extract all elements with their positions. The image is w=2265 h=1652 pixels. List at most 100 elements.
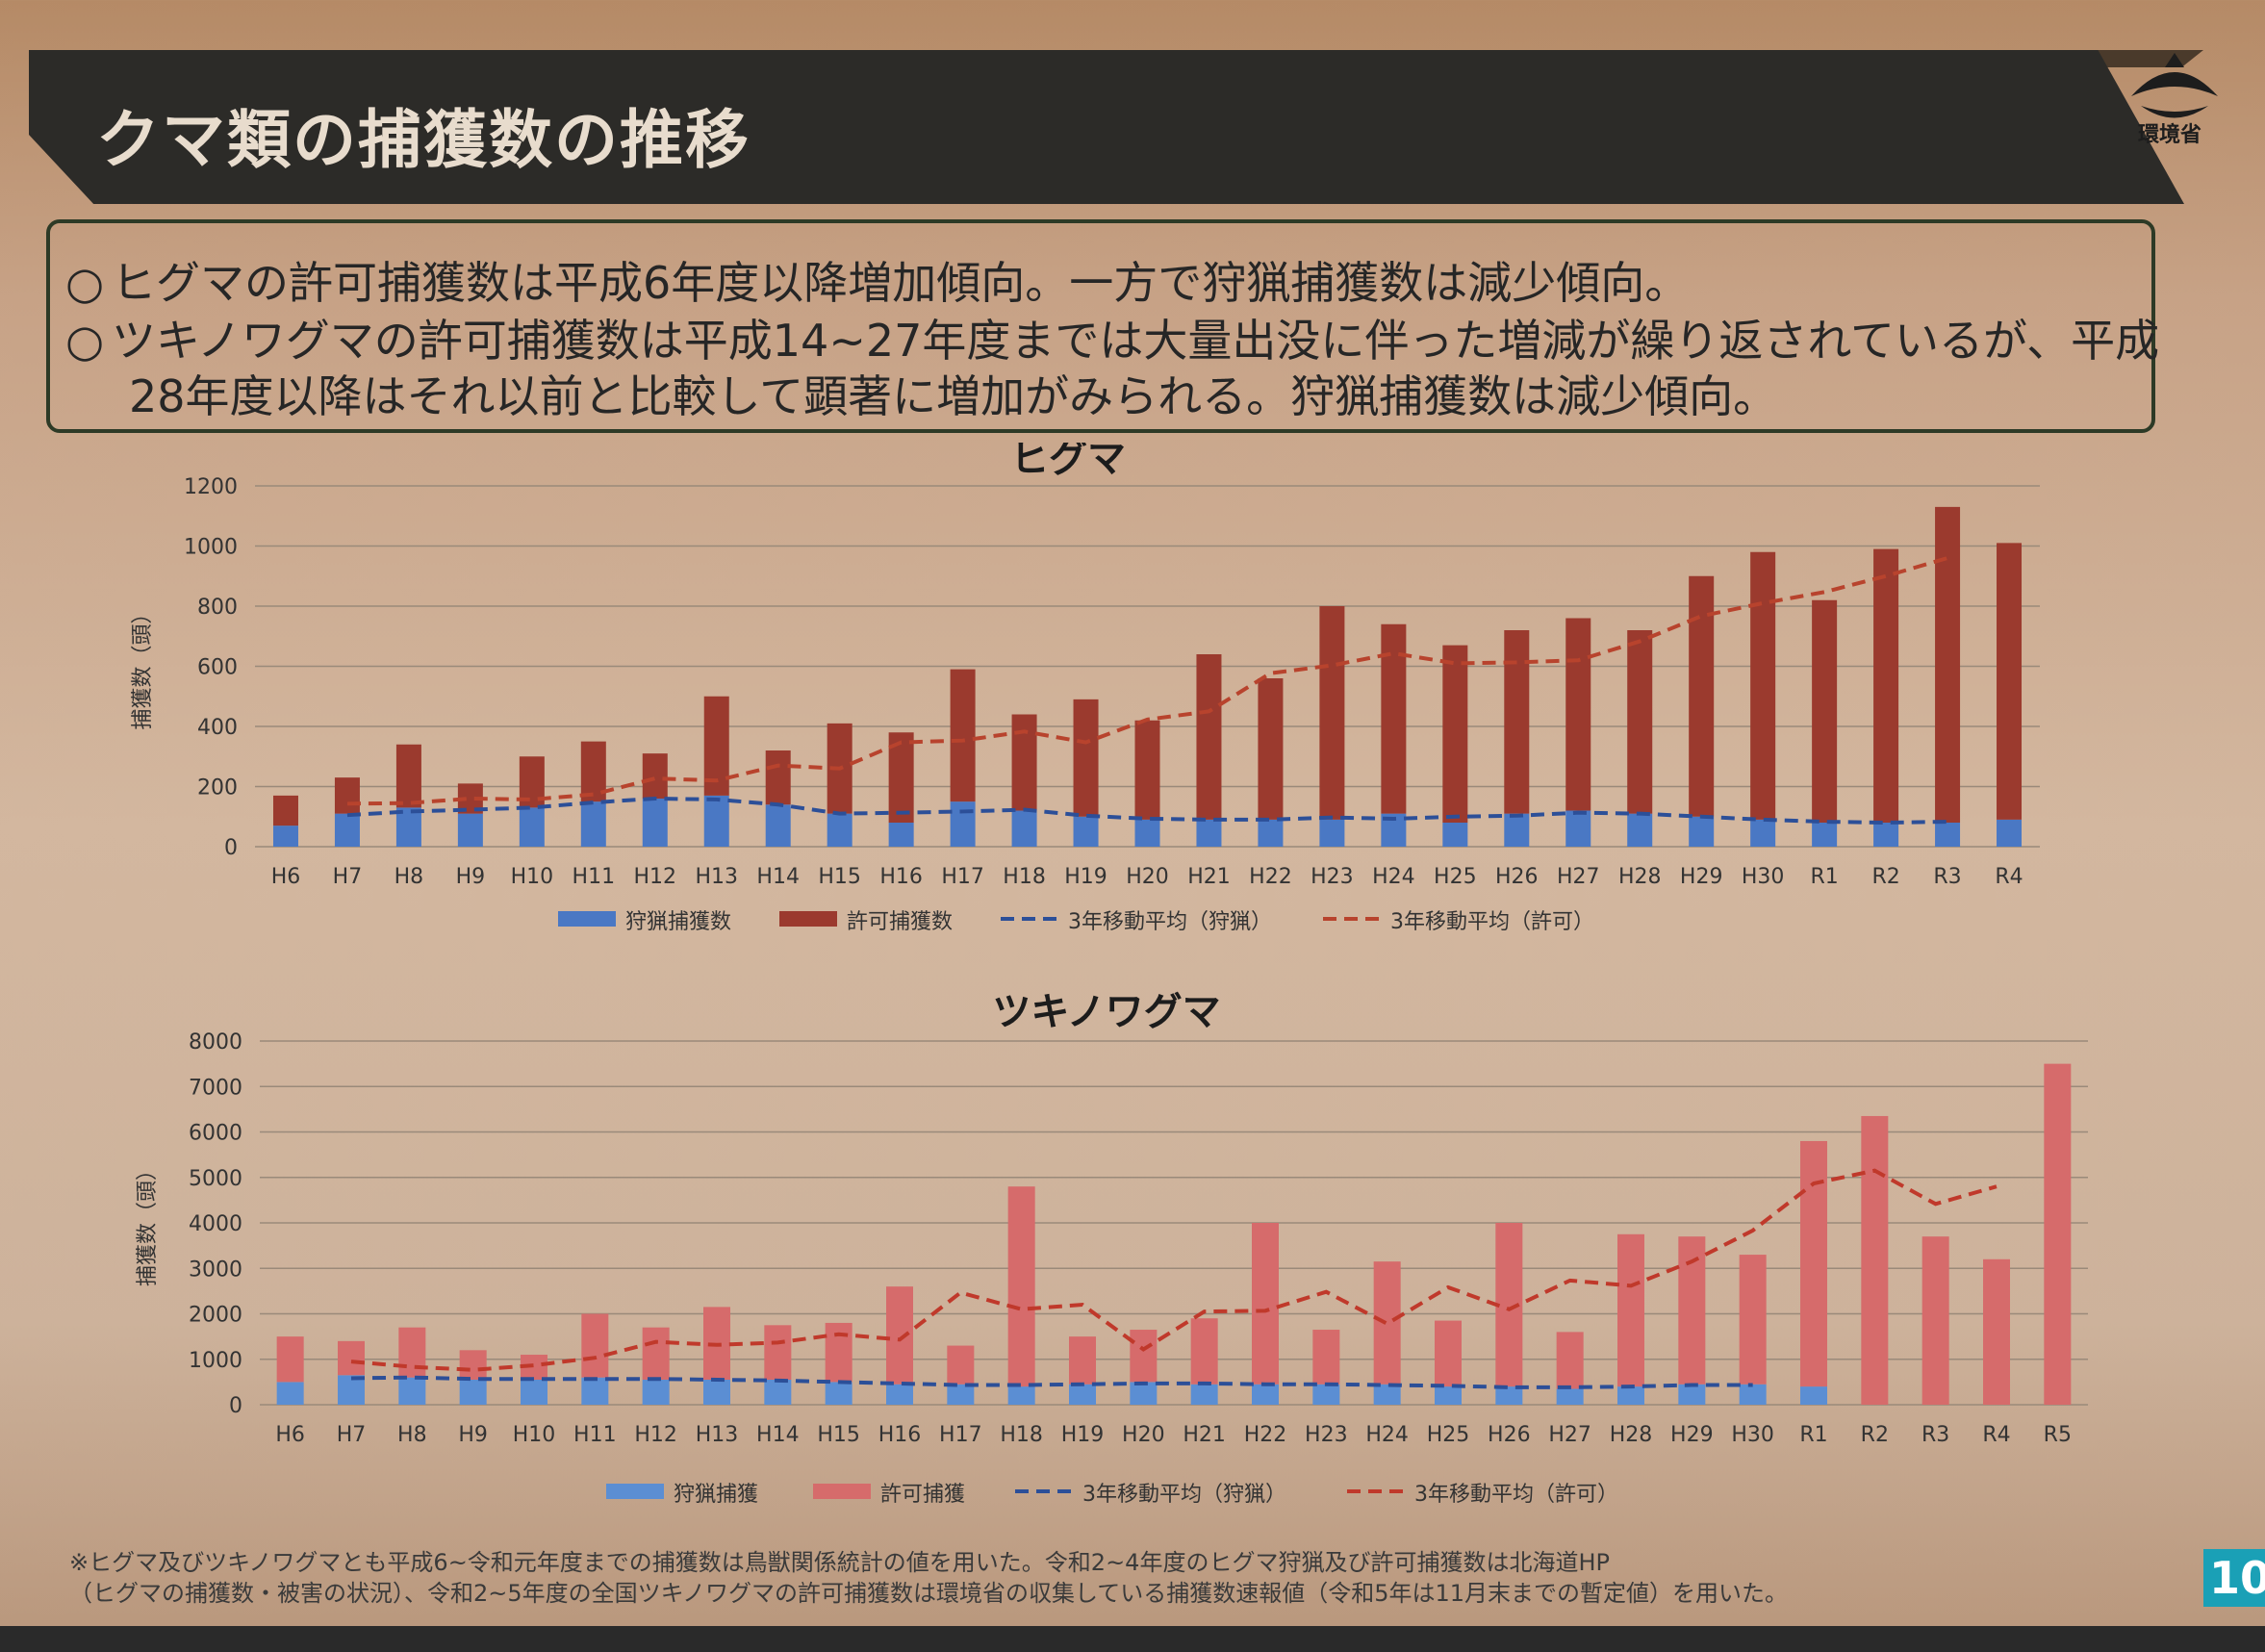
source-note-line-1: ※ヒグマ及びツキノワグマとも平成6~令和元年度までの捕獲数は鳥獣関係統計の値を用… bbox=[69, 1549, 1610, 1576]
tsukinowaguma-chart: ツキノワグマ 0 1000 2000 3000 4000 5000 6000 7000 8000 捕… bbox=[136, 991, 2088, 1507]
x-tick-label: H6 bbox=[275, 1423, 305, 1447]
x-tick-label: H30 bbox=[1731, 1423, 1774, 1447]
x-tick-label: H28 bbox=[1618, 865, 1662, 889]
bar-hunting bbox=[1319, 819, 1345, 847]
bar-hunting bbox=[950, 801, 976, 847]
bar-hunting bbox=[1011, 810, 1037, 847]
x-tick-label: H15 bbox=[818, 865, 861, 889]
bar-permit bbox=[947, 1345, 975, 1385]
bar-permit bbox=[1556, 1332, 1584, 1389]
bar-hunting bbox=[1130, 1382, 1158, 1405]
bar-permit bbox=[1504, 630, 1530, 814]
y-tick-label: 5000 bbox=[189, 1167, 242, 1191]
bullet-circle-icon: ○ bbox=[65, 315, 105, 367]
x-tick-label: H14 bbox=[756, 865, 800, 889]
x-tick-label: H11 bbox=[573, 1423, 617, 1447]
bar-hunting bbox=[886, 1384, 913, 1405]
bar-permit bbox=[1442, 645, 1468, 823]
x-tick-label: R3 bbox=[1921, 1423, 1949, 1447]
legend-label: 3年移動平均（狩猟） bbox=[1082, 1483, 1286, 1507]
x-tick-label: H27 bbox=[1557, 865, 1600, 889]
x-tick-label: R2 bbox=[1861, 1423, 1889, 1447]
y-tick-label: 1000 bbox=[184, 536, 238, 560]
bar-hunting bbox=[1069, 1384, 1096, 1405]
legend-label: 3年移動平均（許可） bbox=[1414, 1483, 1618, 1507]
bar-permit bbox=[1565, 618, 1591, 811]
summary-box bbox=[46, 219, 2155, 433]
bar-permit bbox=[642, 1327, 670, 1381]
bar-hunting bbox=[1073, 816, 1099, 847]
bar-hunting bbox=[1373, 1384, 1401, 1405]
x-tick-label: H18 bbox=[1003, 865, 1046, 889]
bar-hunting bbox=[519, 807, 545, 847]
legend-swatch bbox=[779, 911, 837, 927]
bar-permit bbox=[1627, 630, 1653, 814]
bar-permit bbox=[1750, 551, 1776, 820]
y-tick-label: 3000 bbox=[189, 1258, 242, 1282]
bar-hunting bbox=[703, 1380, 730, 1405]
bar-permit bbox=[1800, 1140, 1827, 1387]
x-tick-label: H23 bbox=[1305, 1423, 1348, 1447]
bar-hunting bbox=[1997, 819, 2023, 847]
series-line-permit-avg bbox=[350, 1168, 1998, 1372]
bar-hunting bbox=[642, 799, 668, 847]
bar-permit bbox=[395, 744, 421, 808]
legend-label: 3年移動平均（許可） bbox=[1390, 910, 1594, 934]
y-tick-label: 600 bbox=[197, 656, 238, 680]
summary-bullet-2: ○ ツキノワグマの許可捕獲数は平成14~27年度までは大量出没に伴った増減が繰り返… bbox=[65, 315, 2160, 367]
x-tick-label: H29 bbox=[1680, 865, 1723, 889]
bar-permit bbox=[765, 750, 791, 805]
y-tick-label: 1000 bbox=[189, 1349, 242, 1373]
bar-permit bbox=[459, 1350, 487, 1381]
legend-label: 3年移動平均（狩猟） bbox=[1068, 910, 1272, 934]
legend-swatch bbox=[606, 1484, 664, 1499]
slide-title: クマ類の捕獲数の推移 bbox=[96, 103, 751, 177]
bar-permit bbox=[1983, 1258, 2010, 1405]
y-tick-label: 7000 bbox=[189, 1076, 242, 1100]
x-tick-label: H12 bbox=[634, 1423, 677, 1447]
x-tick-label: H30 bbox=[1742, 865, 1785, 889]
bar-permit bbox=[1739, 1255, 1767, 1385]
bar-permit bbox=[1373, 1261, 1401, 1385]
x-tick-label: H26 bbox=[1488, 1423, 1531, 1447]
x-tick-label: H21 bbox=[1187, 865, 1231, 889]
x-tick-label: R4 bbox=[1995, 865, 2023, 889]
bar-hunting bbox=[703, 795, 729, 847]
bar-hunting bbox=[1873, 823, 1899, 847]
source-note-line-2: （ヒグマの捕獲数・被害の状況）、令和2~5年度の全国ツキノワグマの許可捕獲数は環… bbox=[69, 1580, 1789, 1607]
x-tick-label: H25 bbox=[1434, 865, 1477, 889]
bar-permit bbox=[1997, 543, 2023, 820]
bar-permit bbox=[1130, 1330, 1158, 1383]
bar-hunting bbox=[1617, 1386, 1644, 1405]
x-tick-label: H19 bbox=[1064, 865, 1107, 889]
y-tick-label: 1200 bbox=[184, 475, 238, 499]
series-line-hunting-avg bbox=[346, 796, 1948, 826]
y-axis-label: 捕獲数（頭） bbox=[136, 1159, 160, 1286]
y-tick-label: 0 bbox=[224, 836, 238, 860]
bar-hunting bbox=[1812, 823, 1838, 847]
y-tick-label: 8000 bbox=[189, 1030, 242, 1055]
bar-hunting bbox=[1678, 1384, 1706, 1405]
higuma-chart: ヒグマ 0 200 400 600 800 1000 1200 捕獲数（頭） H6 H7 H8 H9 H1… bbox=[131, 443, 2040, 934]
bar-hunting bbox=[1689, 816, 1715, 847]
y-tick-label: 800 bbox=[197, 596, 238, 620]
series-line-permit-avg bbox=[346, 556, 1948, 806]
legend-swatch bbox=[813, 1484, 871, 1499]
x-tick-label: R4 bbox=[1982, 1423, 2010, 1447]
bar-hunting bbox=[1134, 819, 1160, 847]
x-tick-label: H16 bbox=[879, 865, 923, 889]
bar-permit bbox=[1935, 506, 1961, 823]
summary-bullet-1: ○ ヒグマの許可捕獲数は平成6年度以降増加傾向。一方で狩猟捕獲数は減少傾向。 bbox=[65, 257, 1690, 309]
bar-permit bbox=[950, 669, 976, 802]
bar-permit bbox=[1381, 623, 1407, 814]
bar-permit bbox=[398, 1327, 426, 1378]
bar-permit bbox=[1312, 1330, 1340, 1385]
legend-label: 狩猟捕獲数 bbox=[625, 910, 731, 934]
x-tick-label: H24 bbox=[1372, 865, 1415, 889]
bar-permit bbox=[1134, 720, 1160, 820]
x-tick-label: H16 bbox=[878, 1423, 922, 1447]
x-tick-label: H10 bbox=[513, 1423, 556, 1447]
bar-permit bbox=[338, 1340, 365, 1376]
bar-permit bbox=[1258, 678, 1284, 820]
bar-hunting bbox=[521, 1380, 547, 1405]
